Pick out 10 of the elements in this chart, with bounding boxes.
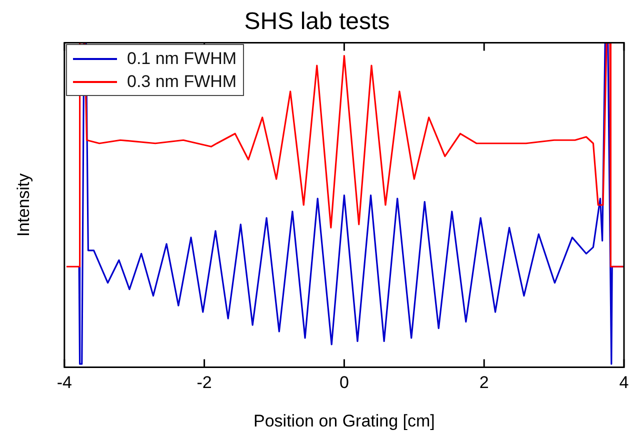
chart-title: SHS lab tests xyxy=(244,8,390,36)
x-tick-label: -2 xyxy=(196,373,212,392)
x-tick-label: 0 xyxy=(339,373,349,392)
y-axis-title: Intensity xyxy=(14,172,33,237)
x-tick-label: -4 xyxy=(56,373,72,392)
x-tick-label: 4 xyxy=(619,373,629,392)
legend-label: 0.1 nm FWHM xyxy=(127,48,237,70)
x-axis-title: Position on Grating [cm] xyxy=(253,411,435,430)
legend-label: 0.3 nm FWHM xyxy=(127,71,237,93)
x-tick-label: 2 xyxy=(479,373,489,392)
